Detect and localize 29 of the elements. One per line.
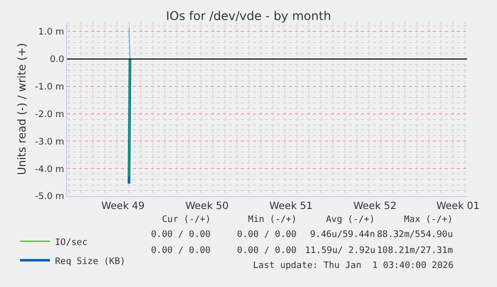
text: 88.32m/554.90u: [377, 230, 453, 240]
legend-label: IO/sec: [55, 238, 88, 248]
text: 0.00 / 0.00: [151, 246, 211, 256]
text: 0.00 / 0.00: [237, 246, 297, 256]
text: Min (-/+): [248, 215, 297, 225]
text: 108.21m/27.31m: [377, 246, 453, 256]
y-tick-label: 0.0: [50, 55, 64, 66]
y-tick-label: 1.0 m: [38, 28, 64, 38]
chart-title: IOs for /dev/vde - by month: [166, 8, 332, 23]
text: Last update: Thu Jan 1 03:40:00 2026: [253, 261, 454, 271]
text: Cur (-/+): [162, 215, 211, 225]
y-tick-label: -4.0 m: [34, 164, 64, 175]
text: 9.46u/59.44n: [310, 230, 376, 240]
y-tick-label: -2.0 m: [34, 110, 64, 120]
legend-label: Req Size (KB): [55, 256, 126, 267]
text: Max (-/+): [404, 215, 453, 225]
y-tick-label: -1.0 m: [34, 82, 64, 93]
text: 0.00 / 0.00: [151, 230, 211, 240]
y-axis-title: Units read (-) / write (+): [16, 42, 29, 176]
y-tick-label: -5.0 m: [34, 192, 64, 202]
x-tick-label: Week 51: [269, 201, 313, 212]
x-tick-label: Week 52: [353, 201, 397, 212]
text: Avg (-/+): [326, 215, 375, 225]
x-tick-label: Week 50: [185, 201, 229, 212]
y-tick-label: -3.0 m: [34, 137, 64, 148]
x-tick-label: Week 01: [436, 201, 480, 212]
x-tick-label: Week 49: [101, 201, 145, 212]
text: 11.59u/ 2.92u: [305, 246, 376, 256]
text: 0.00 / 0.00: [237, 230, 297, 240]
